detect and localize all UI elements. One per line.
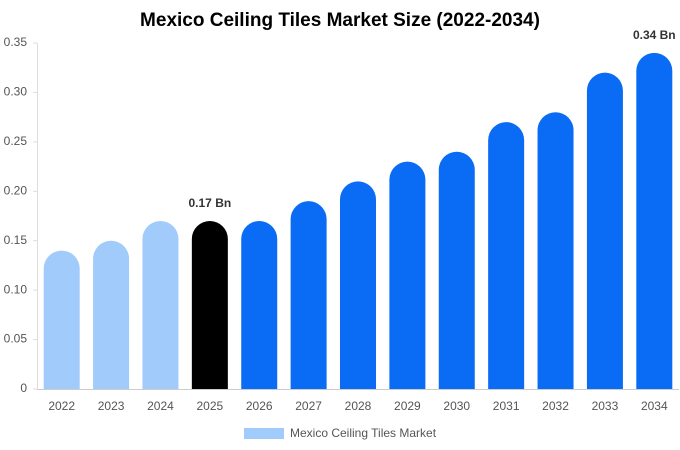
bar <box>290 201 327 389</box>
bar <box>142 220 179 389</box>
y-tick-label: 0.25 <box>4 134 28 148</box>
x-tick-label: 2034 <box>641 399 668 413</box>
x-tick-label: 2025 <box>196 399 223 413</box>
x-tick-label: 2027 <box>295 399 322 413</box>
x-tick-label: 2030 <box>443 399 470 413</box>
x-tick-label: 2032 <box>542 399 569 413</box>
bar <box>241 220 278 389</box>
y-tick-label: 0.35 <box>4 35 28 49</box>
x-tick-label: 2022 <box>48 399 75 413</box>
x-tick-label: 2026 <box>246 399 273 413</box>
bar <box>488 122 525 389</box>
x-tick-label: 2028 <box>345 399 372 413</box>
y-tick-label: 0.15 <box>4 233 28 247</box>
y-tick-label: 0.10 <box>4 282 28 296</box>
y-tick-label: 0.30 <box>4 85 28 99</box>
x-tick-label: 2024 <box>147 399 174 413</box>
y-tick-label: 0 <box>20 381 27 395</box>
bar <box>636 52 673 389</box>
legend-swatch <box>244 428 284 439</box>
bar <box>43 250 80 389</box>
x-tick-label: 2033 <box>592 399 619 413</box>
x-tick-label: 2023 <box>98 399 125 413</box>
value-label: 0.17 Bn <box>189 196 232 210</box>
value-label: 0.34 Bn <box>633 28 676 42</box>
x-tick-label: 2031 <box>493 399 520 413</box>
bar <box>438 151 475 389</box>
legend-label: Mexico Ceiling Tiles Market <box>290 426 437 440</box>
bar <box>191 220 228 389</box>
bar <box>537 112 574 389</box>
chart-title: Mexico Ceiling Tiles Market Size (2022-2… <box>140 10 540 31</box>
y-tick-label: 0.20 <box>4 183 28 197</box>
bar <box>340 181 376 389</box>
x-tick-label: 2029 <box>394 399 421 413</box>
bar <box>586 72 623 390</box>
y-tick-label: 0.05 <box>4 332 28 346</box>
bar <box>93 240 130 389</box>
bar <box>389 161 426 389</box>
